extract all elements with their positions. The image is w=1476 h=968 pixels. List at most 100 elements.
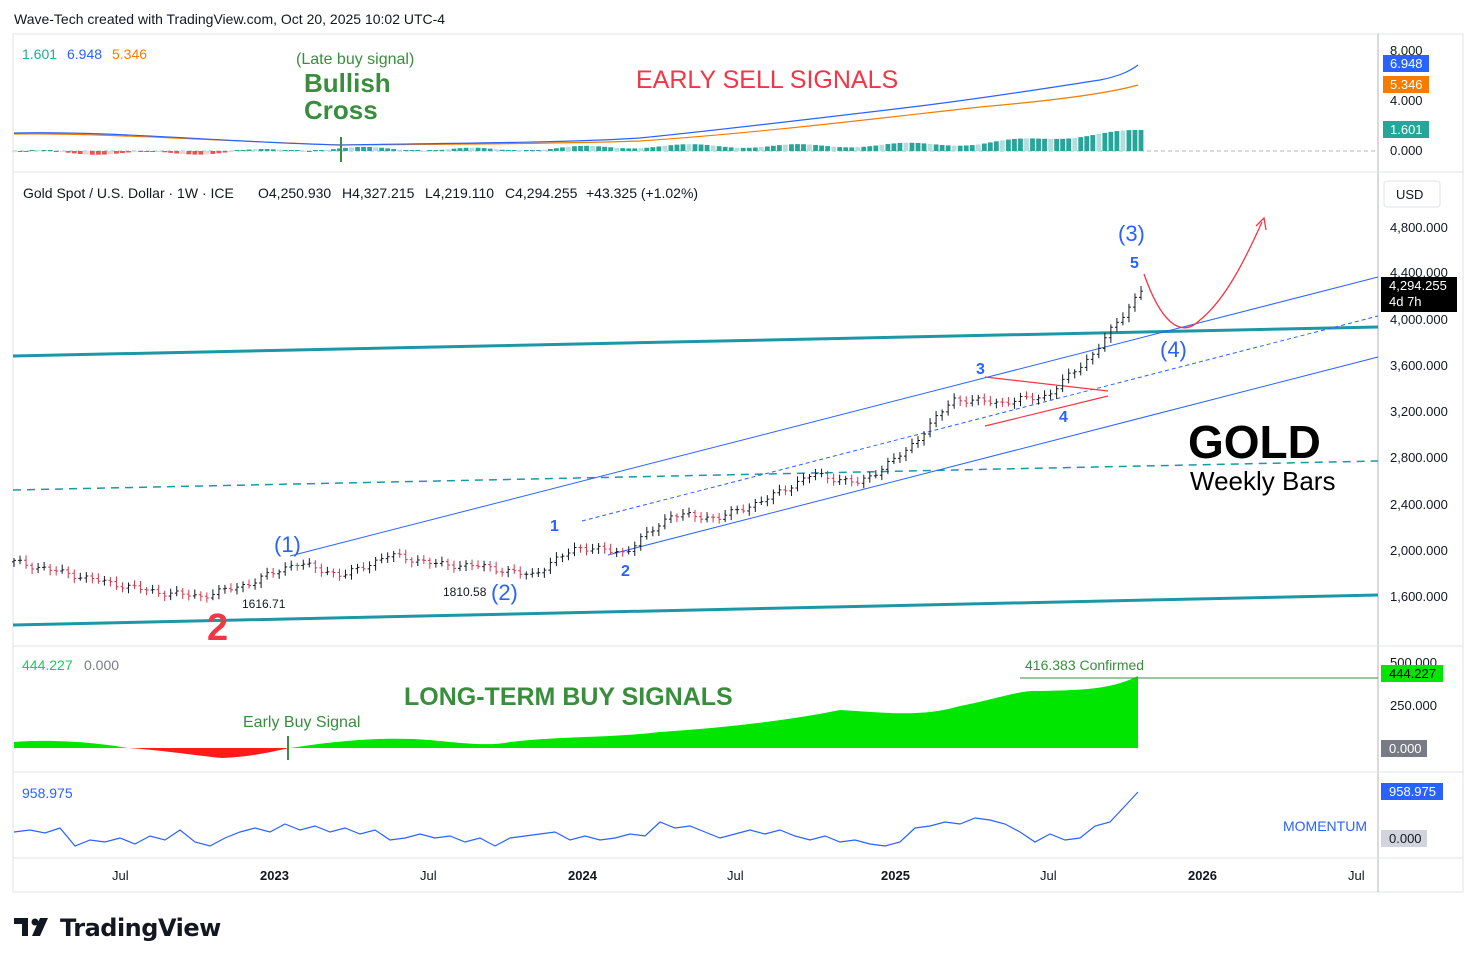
macd-hist-bar — [758, 147, 764, 151]
price-bar — [578, 544, 583, 553]
price-bar — [542, 567, 547, 578]
price-bar — [626, 546, 631, 555]
price-bar — [885, 457, 890, 475]
macd-hist-bar — [632, 148, 638, 151]
price-bar — [168, 588, 173, 601]
bar-countdown: 4d 7h — [1389, 294, 1422, 309]
macd-hist-bar — [102, 151, 107, 155]
macd-pane[interactable]: 1.601 6.948 5.346 (Late buy signal) Bull… — [11, 43, 1429, 162]
price-bar — [916, 436, 921, 448]
price-bar — [476, 560, 481, 569]
legend-high: H4,327.215 — [342, 185, 415, 201]
time-axis[interactable]: Jul 2023 Jul 2024 Jul 2025 Jul 2026 Jul — [112, 868, 1365, 883]
macd-hist-bar — [807, 144, 812, 151]
time-label-2025: 2025 — [881, 868, 910, 883]
macd-hist-bar — [1126, 130, 1132, 151]
macd-hist-bar — [957, 145, 963, 151]
macd-hist-value: 1.601 — [22, 46, 57, 62]
momentum-pane[interactable]: 958.975 MOMENTUM 958.975 0.000 — [13, 783, 1443, 847]
channel-mid — [581, 315, 1379, 522]
macd-hist-bar — [945, 145, 951, 151]
macd-hist-bar — [132, 151, 137, 152]
price-bar — [174, 585, 179, 597]
macd-hist-bar — [11, 151, 17, 153]
price-bar — [1084, 354, 1089, 372]
wave-minor-3: 3 — [976, 361, 985, 378]
macd-hist-bar — [752, 147, 758, 151]
lt-badge-a-bg — [1381, 665, 1443, 682]
price-bar — [783, 485, 788, 496]
price-bar — [313, 560, 318, 573]
macd-hist-bar — [1006, 139, 1011, 151]
price-bar — [747, 503, 752, 516]
price-bar — [84, 572, 89, 583]
macd-hist-bar — [921, 143, 927, 151]
macd-hist-bar — [626, 148, 632, 151]
tradingview-brand[interactable]: TradingView — [14, 914, 221, 942]
macd-hist-bar — [656, 146, 662, 151]
macd-hist-bar — [1054, 138, 1060, 151]
price-bar — [162, 590, 167, 602]
price-bar — [265, 567, 270, 580]
macd-hist-bar — [722, 146, 728, 151]
lt-signal-pane[interactable]: 444.227 0.000 LONG-TERM BUY SIGNALS Earl… — [14, 655, 1443, 760]
macd-hist-bar — [813, 144, 818, 151]
macd-hist-bar — [981, 143, 987, 151]
macd-hist-bar — [674, 144, 680, 151]
macd-hist-bar — [138, 151, 143, 152]
time-label-2024: 2024 — [568, 868, 598, 883]
macd-hist-bar — [361, 146, 366, 151]
macd-hist-bar — [306, 151, 312, 152]
macd-hist-bar — [1096, 133, 1102, 151]
price-scale[interactable]: 4,800.000 4,400.000 4,000.000 3,600.000 3,20… — [1390, 220, 1448, 604]
price-bar — [325, 566, 330, 576]
macd-hist-bar — [385, 148, 391, 151]
macd-hist-bar — [541, 149, 547, 151]
macd-hist-bar — [270, 149, 276, 151]
macd-hist-bar — [168, 151, 174, 153]
price-bar — [536, 568, 541, 578]
price-bar — [1120, 312, 1125, 326]
price-bar — [156, 584, 161, 597]
price-bar — [897, 452, 902, 463]
price-bar — [777, 484, 782, 496]
price-bar — [307, 558, 312, 568]
macd-hist-bar — [1138, 130, 1144, 151]
macd-hist-bar — [566, 146, 571, 151]
price-bar — [922, 431, 927, 446]
price-bar — [367, 561, 372, 574]
price-bar — [994, 398, 999, 409]
price-bar — [301, 559, 306, 570]
macd-hist-bar — [529, 150, 535, 151]
macd-hist-bar — [1090, 135, 1096, 151]
lt-area-negative — [128, 748, 290, 758]
price-bar — [277, 569, 282, 579]
price-bar — [470, 559, 475, 571]
momentum-badge-a: 958.975 — [1389, 784, 1436, 799]
price-bar — [222, 584, 227, 594]
time-label-jul-26: Jul — [1348, 868, 1365, 883]
macd-hist-bar — [300, 151, 306, 152]
macd-hist-bar — [975, 144, 981, 151]
macd-hist-bar — [433, 150, 439, 151]
macd-hist-bar — [891, 143, 897, 151]
price-bar — [819, 468, 824, 478]
price-bar — [1024, 391, 1029, 400]
macd-hist-bar — [264, 149, 270, 151]
price-bar — [940, 409, 945, 421]
price-bar — [988, 395, 993, 407]
macd-hist-bar — [276, 149, 282, 151]
currency-button[interactable] — [1383, 180, 1441, 208]
macd-hist-bar — [1084, 136, 1090, 151]
macd-hist-bar — [511, 150, 517, 151]
price-pane[interactable]: Gold Spot / U.S. Dollar · 1W · ICE O4,25… — [12, 180, 1457, 649]
macd-hist-bar — [312, 150, 318, 151]
macd-hist-bar — [710, 145, 716, 151]
macd-hist-bar — [831, 146, 837, 151]
macd-hist-bar — [294, 150, 300, 151]
macd-badge-macd: 6.948 — [1390, 56, 1423, 71]
price-scale-label: 2,400.000 — [1390, 497, 1448, 512]
price-bar — [494, 561, 499, 575]
price-bar — [958, 395, 963, 407]
projection-arrowhead — [1255, 216, 1267, 231]
